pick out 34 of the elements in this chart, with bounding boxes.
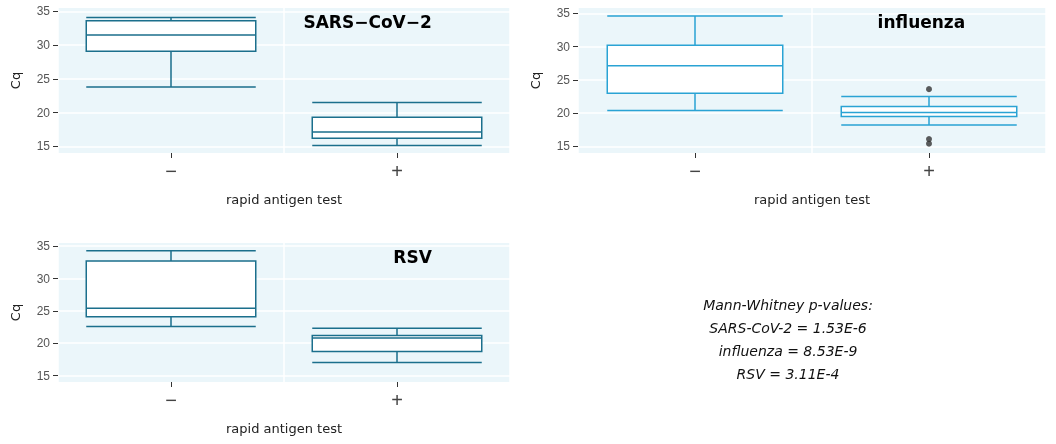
y-tick-label: 30: [36, 271, 51, 286]
x-tick-label: +: [923, 160, 935, 182]
x-tick-label: +: [391, 160, 403, 182]
x-axis-title: rapid antigen test: [753, 192, 871, 207]
x-tick-label: −: [689, 160, 701, 182]
y-tick-label: 35: [36, 4, 51, 19]
y-tick-label: 15: [556, 139, 571, 154]
text: Mann-Whitney p-values:: [703, 295, 873, 315]
y-tick-label: 20: [36, 105, 51, 120]
x-tick-label: −: [165, 160, 177, 182]
y-tick-label: 20: [556, 106, 571, 121]
y-tick-label: 15: [36, 368, 51, 383]
y-tick-label: 30: [556, 39, 571, 54]
x-axis-title: rapid antigen test: [225, 421, 343, 436]
y-axis-title: Cq: [8, 71, 23, 90]
y-tick-label: 30: [36, 38, 51, 53]
y-tick-label: 15: [36, 139, 51, 154]
text: RSV = 3.11E-4: [736, 364, 840, 384]
y-axis-title: Cq: [528, 71, 543, 90]
y-tick-label: 20: [36, 336, 51, 351]
y-tick-label: 25: [36, 71, 51, 86]
y-tick-label: 35: [36, 239, 51, 254]
chart-title: RSV: [393, 246, 433, 267]
chart-title: influenza: [877, 11, 966, 32]
y-tick-label: 25: [36, 303, 51, 318]
y-tick-label: 25: [556, 72, 571, 87]
x-axis-title: rapid antigen test: [225, 192, 343, 207]
x-tick-label: −: [165, 389, 177, 411]
y-axis-title: Cq: [8, 303, 23, 322]
text: SARS-CoV-2 = 1.53E-6: [709, 318, 867, 338]
text: influenza = 8.53E-9: [718, 341, 858, 361]
y-tick-label: 35: [556, 6, 571, 21]
x-tick-label: +: [391, 389, 403, 411]
chart-title: SARS−CoV−2: [303, 11, 432, 32]
